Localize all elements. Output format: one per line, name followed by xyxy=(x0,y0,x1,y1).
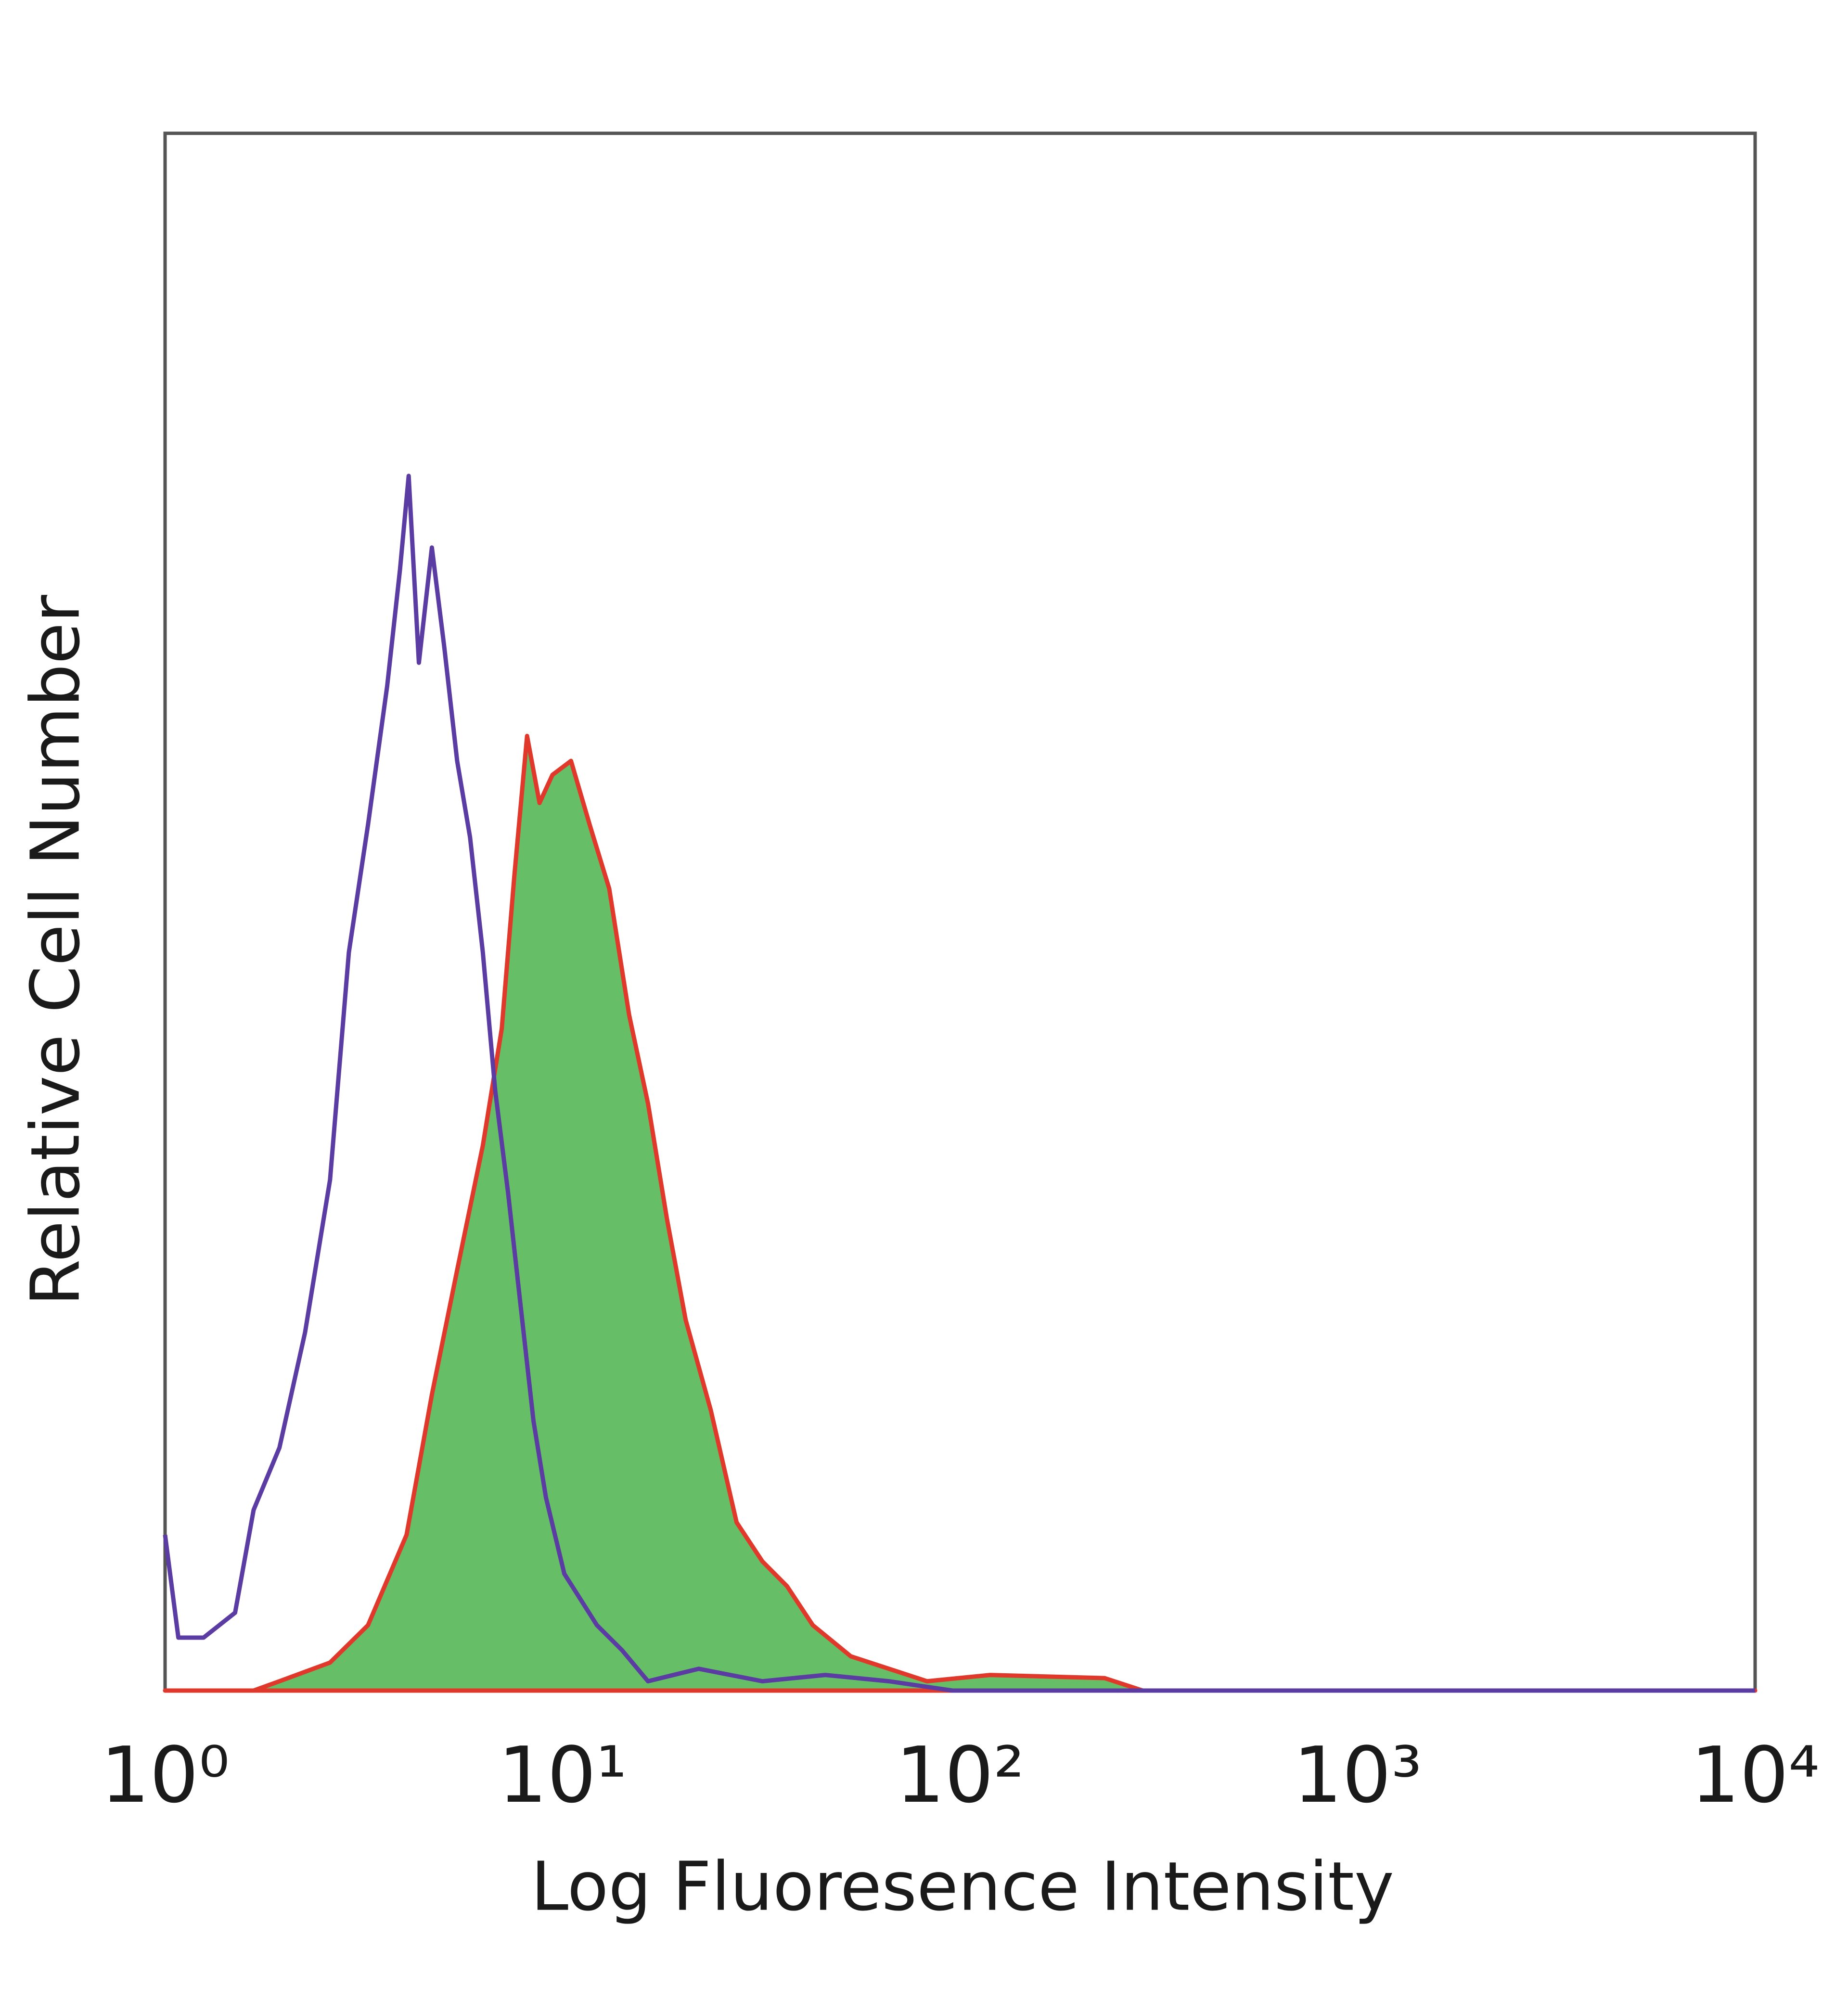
x-tick-label: 10⁰ xyxy=(101,1730,230,1820)
x-axis-label: Log Fluoresence Intensity xyxy=(531,1848,1394,1926)
x-tick-label: 10⁴ xyxy=(1691,1730,1820,1820)
x-tick-label: 10¹ xyxy=(498,1730,627,1820)
x-tick-label: 10³ xyxy=(1293,1730,1422,1820)
y-axis-label: Relative Cell Number xyxy=(17,595,95,1306)
plot-frame xyxy=(163,131,1757,1692)
x-tick-label: 10² xyxy=(896,1730,1025,1820)
histogram-line xyxy=(163,474,1755,1693)
filled-histogram xyxy=(163,733,1758,1693)
